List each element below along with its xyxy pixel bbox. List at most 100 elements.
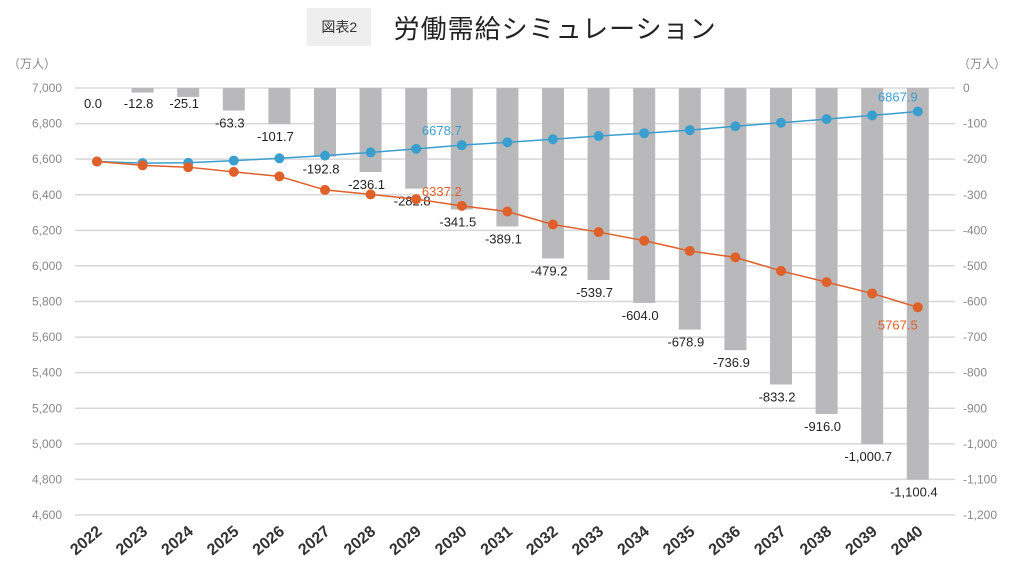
bar-value-label: 0.0 <box>84 96 102 111</box>
left-tick-label: 6,200 <box>32 223 62 237</box>
series-point <box>228 166 239 177</box>
bar-value-label: -341.5 <box>439 215 476 230</box>
x-tick-label: 2028 <box>341 523 379 559</box>
x-tick-label: 2024 <box>159 523 197 559</box>
right-tick-label: 0 <box>963 81 970 95</box>
series-point <box>639 128 650 139</box>
left-tick-label: 5,800 <box>32 295 62 309</box>
left-tick-label: 6,000 <box>32 259 62 273</box>
series-point <box>456 140 467 151</box>
left-tick-label: 5,600 <box>32 330 62 344</box>
series-point <box>548 219 558 230</box>
x-tick-label: 2032 <box>523 523 561 559</box>
bar-value-label: -1,000.7 <box>844 449 892 464</box>
bar-value-label: -539.7 <box>576 285 613 300</box>
series-point <box>593 227 604 238</box>
x-tick-label: 2029 <box>387 523 425 559</box>
bar <box>222 88 245 111</box>
chart-title: 労働需給シミュレーション <box>393 13 717 44</box>
point-value-label: 6337.2 <box>422 184 462 199</box>
bar <box>815 88 838 414</box>
bar-value-label: -25.1 <box>169 96 199 111</box>
right-tick-label: -300 <box>963 188 987 202</box>
bar-value-label: -479.2 <box>531 264 568 279</box>
left-tick-label: 7,000 <box>32 81 62 95</box>
series-point <box>821 277 832 288</box>
x-tick-label: 2026 <box>250 523 288 559</box>
series-point <box>411 143 422 154</box>
left-tick-label: 4,600 <box>32 508 62 522</box>
x-tick-label: 2033 <box>569 523 607 559</box>
series-point <box>92 156 102 167</box>
x-tick-label: 2025 <box>204 523 242 559</box>
bar-value-label: -833.2 <box>759 389 796 404</box>
series-point <box>411 194 422 205</box>
x-tick-label: 2030 <box>432 523 470 559</box>
right-tick-label: -100 <box>963 117 987 131</box>
series-point <box>684 125 695 136</box>
series-point <box>502 206 513 217</box>
x-tick-label: 2035 <box>660 523 698 559</box>
bar <box>177 88 200 97</box>
x-tick-label: 2027 <box>295 523 333 559</box>
bar-value-label: -192.8 <box>303 162 340 177</box>
bar <box>633 88 656 303</box>
bar-value-label: -678.9 <box>667 335 704 350</box>
right-unit-label: （万人） <box>958 57 1006 71</box>
bar-value-label: -101.7 <box>257 129 294 144</box>
series-point <box>776 117 786 128</box>
right-tick-label: -800 <box>963 366 987 380</box>
bar-value-label: -916.0 <box>804 419 841 434</box>
series-point <box>684 245 695 256</box>
bar-value-label: -236.1 <box>348 177 385 192</box>
x-tick-label: 2022 <box>67 523 105 559</box>
left-tick-label: 6,600 <box>32 152 62 166</box>
figure-badge: 図表2 <box>307 8 372 46</box>
x-tick-label: 2040 <box>888 523 926 559</box>
x-tick-label: 2039 <box>843 523 881 559</box>
series-point <box>320 150 330 161</box>
right-tick-label: -500 <box>963 259 987 273</box>
series-point <box>456 200 467 211</box>
series-point <box>912 106 923 117</box>
point-value-label: 6678.7 <box>422 123 462 138</box>
bar <box>359 88 382 173</box>
bar <box>587 88 610 281</box>
x-tick-label: 2034 <box>615 523 653 559</box>
series-point <box>183 162 194 173</box>
right-tick-label: -700 <box>963 330 987 344</box>
right-tick-label: -400 <box>963 223 987 237</box>
right-tick-label: -1,000 <box>963 437 997 451</box>
bar-value-label: -12.8 <box>124 96 154 111</box>
bar <box>496 88 519 227</box>
left-tick-label: 4,800 <box>32 472 62 486</box>
bar-value-label: -1,100.4 <box>890 485 938 500</box>
series-point <box>912 302 923 313</box>
right-tick-label: -600 <box>963 295 987 309</box>
series-point <box>867 110 878 121</box>
series-point <box>776 265 786 276</box>
bar <box>906 88 929 480</box>
left-tick-label: 6,400 <box>32 188 62 202</box>
series-point <box>867 288 878 299</box>
series-point <box>274 171 285 182</box>
bar-value-label: -389.1 <box>485 231 522 246</box>
bar <box>861 88 884 445</box>
series-point <box>821 114 832 125</box>
x-tick-label: 2037 <box>751 523 789 559</box>
x-tick-label: 2031 <box>478 523 516 559</box>
series-point <box>365 147 376 158</box>
series-point <box>502 137 513 148</box>
series-point <box>593 131 604 142</box>
series-point <box>548 134 558 145</box>
series-point <box>730 252 741 263</box>
bar <box>268 88 291 125</box>
series-point <box>320 184 330 195</box>
bar <box>314 88 336 157</box>
right-tick-label: -1,200 <box>963 508 997 522</box>
series-point <box>365 189 376 200</box>
bar <box>678 88 701 330</box>
x-tick-label: 2036 <box>706 523 744 559</box>
left-tick-label: 5,000 <box>32 437 62 451</box>
